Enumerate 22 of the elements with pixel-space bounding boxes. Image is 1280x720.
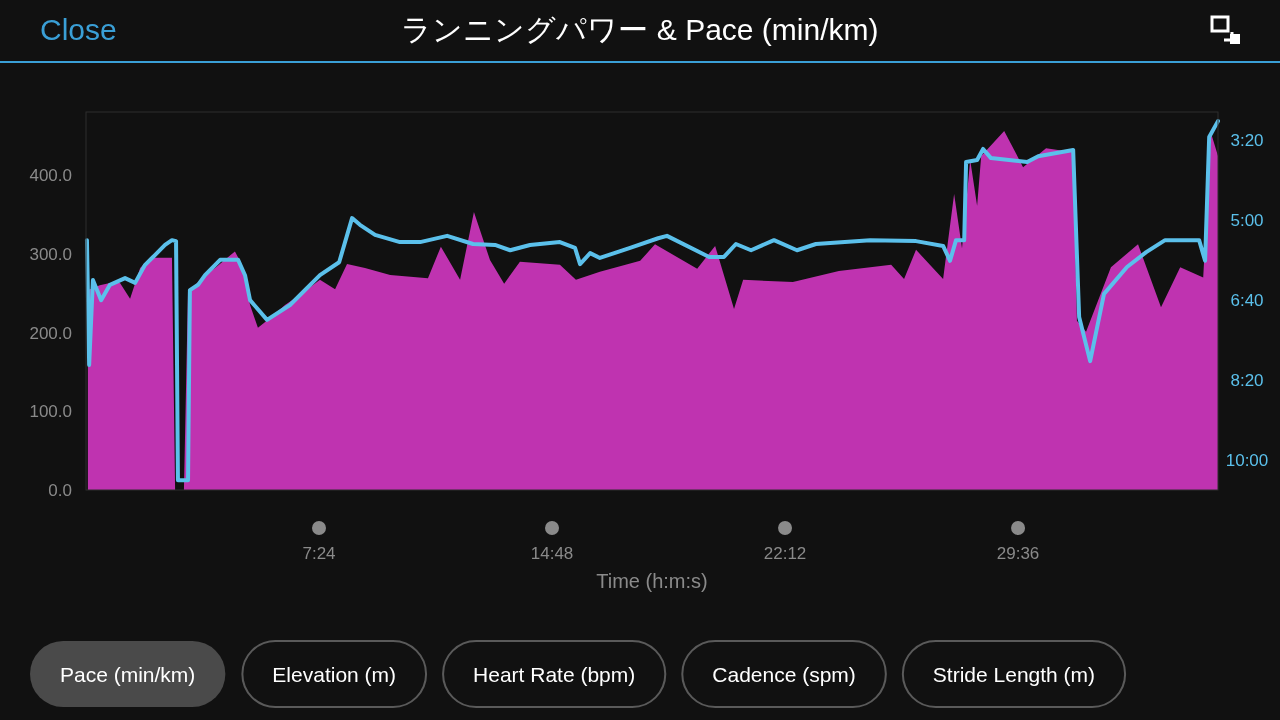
- y-tick-label: 300.0: [29, 244, 72, 264]
- y2-tick-label: 5:00: [1230, 211, 1264, 230]
- tab-button: Elevation (m): [241, 640, 428, 708]
- y2-tick-label: 6:40: [1230, 291, 1264, 310]
- x-axis-title: Time (h:m:s): [596, 570, 708, 592]
- tab-button: Stride Length (m): [901, 640, 1127, 708]
- y-tick-label: 100.0: [29, 402, 72, 422]
- y2-tick-label: 10:00: [1225, 451, 1269, 470]
- x-tick-label: 7:24: [302, 544, 336, 563]
- x-tick-label: 14:48: [530, 544, 574, 563]
- y-tick-label: 0.0: [48, 481, 72, 500]
- text: Close: [40, 13, 117, 46]
- tab-button: Heart Rate (bpm): [442, 640, 667, 708]
- x-tick-label: 22:12: [763, 544, 807, 563]
- title: ランニングパワー & Pace (min/km): [401, 13, 879, 46]
- y2-tick-label: 8:20: [1230, 371, 1264, 390]
- x-tick-label: 29:36: [996, 544, 1040, 563]
- y-tick-label: 200.0: [29, 323, 72, 343]
- tab-button: Pace (min/km): [30, 641, 226, 707]
- y-tick-label: 400.0: [29, 166, 72, 185]
- y2-tick-label: 3:20: [1230, 131, 1264, 150]
- tab-button: Cadence (spm): [681, 640, 887, 708]
